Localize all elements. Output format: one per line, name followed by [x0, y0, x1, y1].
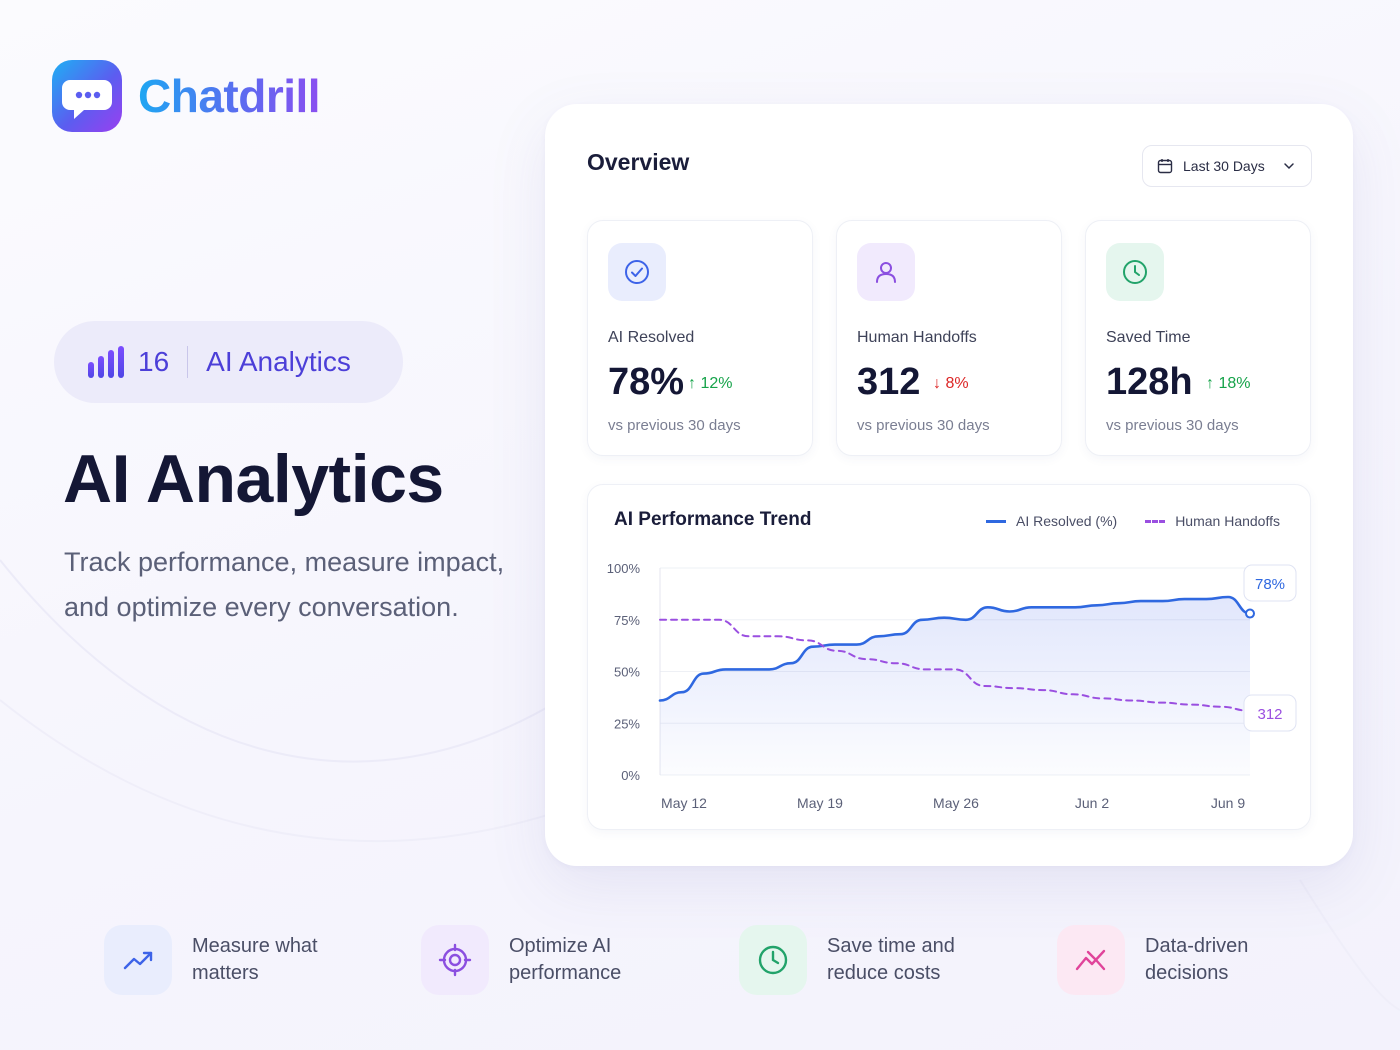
- overview-title: Overview: [587, 149, 690, 175]
- chart-down-icon: [1057, 925, 1125, 995]
- legend-swatch-solid: [986, 519, 1007, 523]
- overview-card: Overview Last 30 Days AI Resolved 78% ↑ …: [545, 104, 1353, 866]
- y-tick-label: 100%: [607, 561, 641, 576]
- y-tick-label: 50%: [614, 665, 640, 680]
- user-icon: [857, 243, 915, 301]
- x-tick-label: Jun 9: [1211, 795, 1245, 811]
- chart-canvas: 100% 75% 50% 25% 0% May 12 May 19 May 26 Jun 2 Ju…: [607, 561, 1297, 811]
- stat-delta-up: ↑ 18%: [1206, 375, 1251, 392]
- feature-save-time: Save time and reduce costs: [739, 925, 1017, 995]
- stat-value: 78%: [608, 361, 685, 403]
- feature-text: Measure what matters: [192, 935, 318, 984]
- stat-footnote: vs previous 30 days: [608, 417, 741, 434]
- chevron-down-icon: [1283, 163, 1294, 170]
- stat-card-human-handoffs[interactable]: Human Handoffs 312 ↓ 8% vs previous 30 d…: [836, 220, 1062, 456]
- legend-label: AI Resolved (%): [1016, 513, 1118, 529]
- stat-delta-up: ↑ 12%: [688, 375, 733, 392]
- legend-item-human-handoffs[interactable]: Human Handoffs: [1145, 513, 1280, 529]
- stat-delta-value: 8%: [945, 375, 969, 392]
- end-value-label: 78%: [1255, 576, 1285, 593]
- stat-label: AI Resolved: [608, 329, 695, 346]
- legend-label: Human Handoffs: [1175, 513, 1280, 529]
- feature-optimize: Optimize AI performance: [421, 925, 699, 995]
- end-value-label: 312: [1257, 706, 1282, 723]
- check-circle-icon: [608, 243, 666, 301]
- legend-swatch-dashed: [1145, 519, 1166, 523]
- stat-delta-value: 12%: [700, 375, 733, 392]
- stat-delta-down: ↓ 8%: [933, 375, 969, 392]
- stat-card-ai-resolved[interactable]: AI Resolved 78% ↑ 12% vs previous 30 day…: [587, 220, 813, 456]
- end-value-box: [1243, 694, 1297, 732]
- series-line-ai-resolved: [658, 595, 1252, 702]
- x-tick-label: May 26: [933, 795, 979, 811]
- end-point-marker: [1245, 608, 1255, 619]
- date-range-select[interactable]: Last 30 Days: [1142, 145, 1312, 187]
- stat-value: 312: [857, 361, 921, 403]
- x-tick-label: May 19: [797, 795, 843, 811]
- series-line-human-handoffs: [659, 618, 1251, 712]
- calendar-icon: [1157, 159, 1173, 174]
- y-tick-label: 0%: [621, 768, 640, 783]
- brand[interactable]: Chatdrill: [52, 60, 321, 132]
- x-tick-label: May 12: [661, 795, 707, 811]
- stat-label: Saved Time: [1106, 329, 1191, 346]
- legend-item-ai-resolved[interactable]: AI Resolved (%): [986, 513, 1117, 529]
- stat-delta-value: 18%: [1218, 375, 1251, 392]
- y-tick-label: 75%: [614, 613, 640, 628]
- feature-text: Data-driven decisions: [1145, 935, 1249, 984]
- target-icon: [421, 925, 489, 995]
- badge-number: 16: [138, 346, 170, 377]
- chart-title: AI Performance Trend: [614, 509, 812, 530]
- feature-measure: Measure what matters: [104, 925, 382, 995]
- clock-icon: [1106, 243, 1164, 301]
- chart-legend: AI Resolved (%) Human Handoffs: [986, 513, 1280, 529]
- badge-divider: [187, 346, 189, 378]
- feature-badge: 16 AI Analytics: [54, 321, 403, 403]
- stat-label: Human Handoffs: [857, 329, 977, 346]
- chat-bubble-icon: [52, 60, 122, 132]
- feature-data-driven: Data-driven decisions: [1057, 925, 1335, 995]
- bar-chart-icon: [88, 346, 124, 378]
- x-tick-label: Jun 2: [1075, 795, 1109, 811]
- feature-text: Optimize AI performance: [509, 935, 622, 984]
- stat-footnote: vs previous 30 days: [1106, 417, 1239, 434]
- clock-icon: [739, 925, 807, 995]
- date-range-label: Last 30 Days: [1183, 158, 1265, 174]
- y-tick-label: 25%: [614, 716, 640, 731]
- end-value-box: [1243, 564, 1297, 602]
- stat-value: 128h: [1106, 361, 1193, 403]
- badge-label: AI Analytics: [206, 346, 351, 377]
- hero-title: AI Analytics: [63, 441, 444, 517]
- hero-subtitle: Track performance, measure impact, and o…: [64, 547, 505, 622]
- feature-text: Save time and reduce costs: [827, 935, 955, 984]
- stat-footnote: vs previous 30 days: [857, 417, 990, 434]
- stat-card-saved-time[interactable]: Saved Time 128h ↑ 18% vs previous 30 day…: [1085, 220, 1311, 456]
- series-area-ai-resolved: [660, 597, 1250, 775]
- performance-trend-chart: 100% 75% 50% 25% 0% May 12 May 19 May 26 Jun 2 Ju…: [587, 484, 1311, 830]
- brand-name: Chatdrill: [138, 70, 321, 122]
- trending-up-icon: [104, 925, 172, 995]
